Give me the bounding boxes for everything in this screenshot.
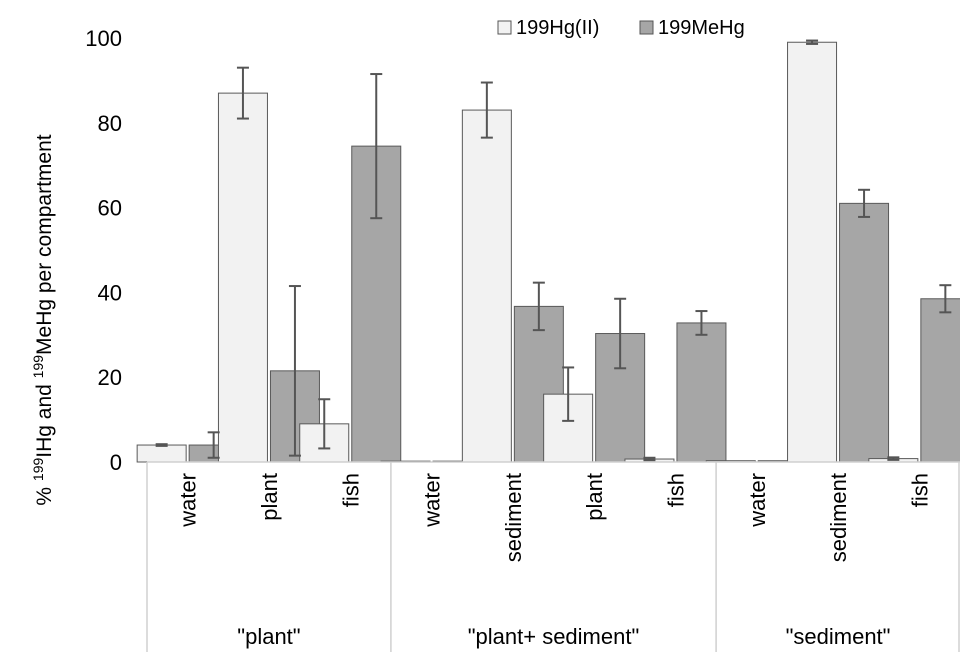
x-axis	[146, 461, 960, 652]
bar-hg	[217, 92, 268, 463]
x-category-label: water	[176, 473, 201, 528]
y-tick-label: 80	[98, 111, 122, 136]
x-category-label: fish	[338, 473, 363, 507]
y-tick-label: 100	[85, 26, 122, 51]
x-group-label: "plant+ sediment"	[468, 624, 640, 649]
y-tick-label: 40	[98, 280, 122, 305]
x-category-label: fish	[663, 473, 688, 507]
x-category-label: water	[420, 473, 445, 528]
x-category-label: fish	[907, 473, 932, 507]
x-category-label: water	[745, 473, 770, 528]
legend-label-hg: 199Hg(II)	[516, 17, 599, 39]
bar-hg	[787, 41, 838, 463]
error-bars	[155, 39, 952, 462]
bar-hg	[461, 109, 512, 463]
y-tick-label: 0	[110, 450, 122, 475]
y-tick-label: 20	[98, 365, 122, 390]
x-category-label: sediment	[501, 473, 526, 562]
bar-hg	[136, 444, 187, 463]
x-axis-labels: water plant fish water sediment plant fish wate…	[176, 473, 933, 649]
y-axis-label: % 199IHg and 199MeHg per compartment	[30, 134, 56, 505]
x-group-label: "plant"	[237, 624, 300, 649]
x-category-label: plant	[257, 473, 282, 521]
x-category-label: sediment	[826, 473, 851, 562]
x-group-label: "sediment"	[786, 624, 891, 649]
bar-mehg	[513, 305, 564, 463]
bar-mehg	[676, 322, 727, 463]
legend-swatch-mehg	[639, 20, 654, 35]
x-category-label: plant	[582, 473, 607, 521]
bar-mehg	[839, 202, 890, 463]
legend-swatch-hg	[497, 20, 512, 35]
y-axis-ticks: 0 20 40 60 80 100	[85, 26, 122, 475]
bars	[136, 41, 960, 463]
bar-mehg	[920, 298, 960, 463]
y-tick-label: 60	[98, 196, 122, 221]
legend-label-mehg: 199MeHg	[658, 17, 745, 39]
legend: 199Hg(II) 199MeHg	[497, 17, 745, 39]
